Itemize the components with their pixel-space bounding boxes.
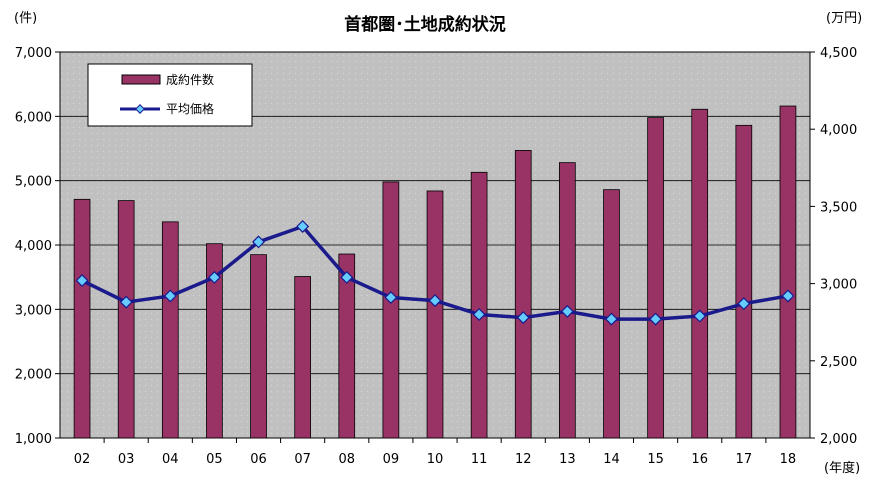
right-tick-label: 3,000 bbox=[820, 278, 857, 293]
line-point bbox=[516, 311, 530, 325]
x-tick-label: 15 bbox=[647, 452, 664, 467]
left-tick-label: 7,000 bbox=[15, 46, 52, 61]
line-point bbox=[560, 304, 574, 318]
x-tick-label: 09 bbox=[383, 452, 400, 467]
line-point bbox=[296, 219, 310, 233]
left-tick-label: 2,000 bbox=[15, 368, 52, 383]
x-tick-label: 13 bbox=[559, 452, 576, 467]
left-tick-label: 6,000 bbox=[15, 110, 52, 125]
bar bbox=[647, 117, 664, 439]
bar bbox=[161, 221, 179, 439]
bar-series bbox=[73, 105, 797, 439]
x-tick-label: 08 bbox=[338, 452, 355, 467]
x-tick-label: 16 bbox=[691, 452, 708, 467]
line-point bbox=[75, 274, 89, 288]
bar bbox=[250, 254, 267, 439]
line-point bbox=[781, 289, 795, 303]
x-tick-label: 06 bbox=[250, 452, 267, 467]
x-tick-label: 05 bbox=[206, 452, 223, 467]
bar bbox=[691, 108, 709, 439]
line-point bbox=[472, 307, 486, 321]
line-point bbox=[384, 290, 398, 305]
bar bbox=[514, 150, 532, 439]
bar bbox=[338, 253, 356, 439]
x-tick-label: 04 bbox=[162, 452, 179, 467]
x-tick-label: 17 bbox=[736, 452, 753, 467]
x-axis-unit: (年度) bbox=[824, 460, 860, 476]
bar bbox=[470, 171, 488, 439]
x-tick-label: 02 bbox=[74, 452, 91, 467]
line-point bbox=[340, 270, 354, 284]
line-point bbox=[207, 270, 221, 284]
bar bbox=[382, 181, 400, 439]
x-tick-label: 18 bbox=[780, 452, 797, 467]
chart-title: 首都圏･土地成約状況 bbox=[344, 14, 506, 35]
left-axis-unit: (件) bbox=[14, 11, 37, 26]
x-tick-label: 12 bbox=[515, 452, 532, 467]
bar bbox=[559, 162, 576, 439]
line-point bbox=[163, 289, 177, 303]
bar bbox=[73, 198, 91, 439]
bar bbox=[735, 124, 753, 439]
bar bbox=[117, 200, 135, 439]
line-point bbox=[737, 297, 751, 311]
bar bbox=[206, 243, 223, 439]
line-point bbox=[649, 312, 663, 326]
line-series bbox=[75, 219, 795, 326]
right-axis-unit: (万円) bbox=[826, 11, 862, 26]
right-tick-label: 4,000 bbox=[820, 123, 857, 138]
x-axis: 02 03 04 05 06 07 08 09 10 11 12 13 14 15 16 17 18 bbox=[74, 438, 796, 467]
bar bbox=[779, 105, 797, 439]
x-tick-label: 03 bbox=[118, 452, 135, 467]
line-point bbox=[693, 309, 707, 323]
line-point bbox=[604, 312, 618, 326]
left-tick-label: 3,000 bbox=[15, 303, 52, 318]
legend-line-marker bbox=[135, 104, 145, 114]
right-tick-label: 4,500 bbox=[820, 46, 857, 61]
bar bbox=[426, 190, 444, 439]
x-tick-label: 07 bbox=[294, 452, 311, 467]
right-tick-label: 2,500 bbox=[820, 355, 857, 370]
bar bbox=[294, 276, 311, 439]
left-tick-label: 1,000 bbox=[15, 432, 52, 447]
left-axis: 1,000 2,000 3,000 4,000 5,000 6,000 7,000 bbox=[15, 46, 60, 447]
left-tick-label: 4,000 bbox=[15, 239, 52, 254]
legend-box bbox=[87, 63, 253, 127]
legend-bar-swatch bbox=[121, 74, 161, 85]
x-tick-label: 10 bbox=[427, 452, 444, 467]
left-tick-label: 5,000 bbox=[15, 175, 52, 190]
line-point bbox=[428, 294, 442, 308]
right-axis: 2,000 2,500 3,000 3,500 4,000 4,500 bbox=[810, 46, 857, 447]
legend-label-bar: 成約件数 bbox=[166, 72, 214, 87]
legend: 成約件数 平均価格 bbox=[87, 63, 253, 127]
x-tick-label: 11 bbox=[471, 452, 488, 467]
line-point bbox=[252, 235, 266, 249]
right-tick-label: 3,500 bbox=[820, 200, 857, 215]
x-tick-label: 14 bbox=[603, 452, 620, 467]
legend-label-line: 平均価格 bbox=[166, 101, 214, 116]
line-point bbox=[119, 295, 133, 309]
right-tick-label: 2,000 bbox=[820, 432, 857, 447]
